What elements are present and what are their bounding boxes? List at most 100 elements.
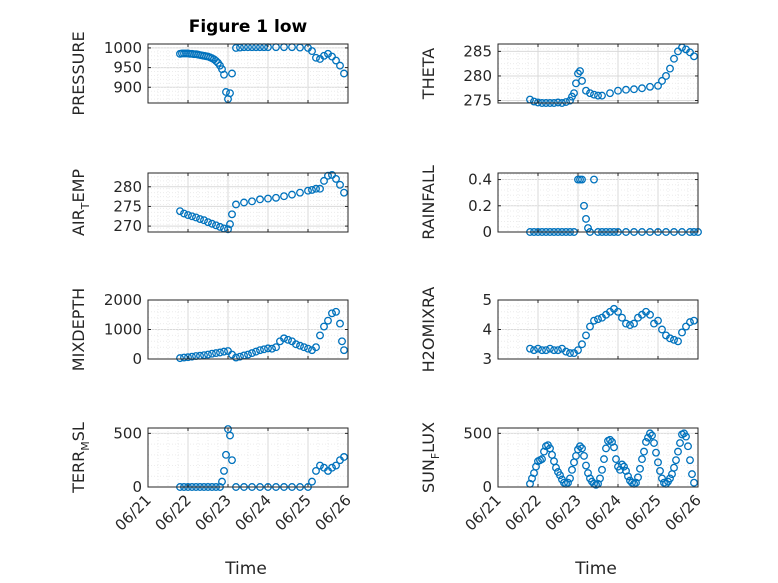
data-point — [590, 175, 598, 184]
data-point — [612, 455, 620, 464]
data-point — [674, 47, 682, 56]
x-tick-label: 06/22 — [152, 491, 195, 534]
data-point — [626, 321, 634, 330]
data-point — [240, 198, 248, 207]
data-point — [580, 201, 588, 210]
data-point — [324, 171, 332, 180]
data-point — [674, 337, 682, 346]
y-tick-label: 3 — [482, 350, 492, 368]
y-tick-label: 1000 — [104, 321, 142, 339]
data-point — [618, 460, 626, 469]
y-tick-label: 0 — [482, 478, 492, 496]
data-point — [220, 70, 228, 79]
data-series — [526, 429, 698, 489]
plot-area — [148, 44, 348, 103]
data-point — [288, 190, 296, 199]
data-point — [658, 474, 666, 483]
data-point — [184, 211, 192, 220]
data-point — [672, 456, 680, 465]
data-point — [590, 316, 598, 325]
data-series — [176, 307, 348, 363]
data-point — [188, 212, 196, 221]
data-point — [338, 337, 346, 346]
data-point — [614, 307, 622, 316]
data-point — [228, 456, 236, 465]
data-point — [582, 331, 590, 340]
data-point — [634, 473, 642, 482]
data-point — [212, 349, 220, 358]
data-point — [566, 349, 574, 358]
data-point — [328, 171, 336, 179]
y-tick-label: 900 — [113, 78, 142, 96]
y-axis-label: RAINFALL — [419, 165, 438, 240]
data-point — [674, 447, 682, 456]
data-point — [578, 76, 586, 85]
data-point — [630, 319, 638, 328]
data-point — [218, 477, 226, 486]
axes-box — [147, 172, 349, 233]
y-axis-label: TERRMSL — [69, 422, 92, 494]
axes-box — [147, 43, 349, 104]
data-point — [670, 54, 678, 63]
data-point — [232, 43, 240, 52]
y-tick-label: 950 — [113, 59, 142, 77]
plot-area — [498, 173, 698, 232]
data-point — [268, 344, 276, 353]
data-point — [654, 316, 662, 325]
data-point — [316, 331, 324, 340]
data-point — [590, 90, 598, 99]
data-point — [578, 444, 586, 453]
data-point — [598, 91, 606, 100]
x-tick-label: 06/23 — [192, 491, 235, 534]
data-point — [312, 53, 320, 62]
data-point — [578, 175, 586, 184]
data-point — [312, 466, 320, 475]
figure-title: Figure 1 low — [189, 17, 308, 37]
data-point — [690, 52, 698, 61]
data-point — [264, 194, 272, 203]
data-point — [300, 343, 308, 352]
x-tick-label: 06/25 — [622, 491, 665, 534]
plot-area — [148, 428, 348, 487]
data-point — [568, 465, 576, 474]
data-point — [624, 472, 632, 481]
data-point — [340, 69, 348, 78]
data-point — [176, 354, 184, 363]
data-point — [534, 344, 542, 353]
data-point — [646, 310, 654, 319]
data-point — [324, 316, 332, 325]
data-point — [594, 315, 602, 324]
data-point — [308, 185, 316, 194]
data-point — [332, 461, 340, 470]
y-tick-label: 285 — [463, 42, 492, 60]
data-point — [582, 86, 590, 95]
y-axis-label: SUNFLUX — [419, 422, 442, 493]
data-point — [610, 443, 618, 452]
data-point — [562, 347, 570, 356]
data-point — [658, 325, 666, 334]
y-tick-label: 500 — [463, 424, 492, 442]
subplot-7: 0 500 TERRMSL 06/2106/2206/2306/2406/2506/2… — [69, 422, 355, 579]
y-axis-label: AIRTEMP — [69, 169, 92, 236]
data-point — [666, 474, 674, 483]
data-point — [212, 221, 220, 230]
y-tick-label: 0.2 — [468, 197, 492, 215]
x-tick-label: 06/21 — [462, 491, 505, 534]
data-point — [228, 69, 236, 78]
data-point — [638, 84, 646, 93]
subplot-8: 0 500 SUNFLUX 06/2106/2206/2306/2406/2506/2… — [419, 422, 705, 579]
data-point — [188, 352, 196, 361]
data-point — [272, 193, 280, 202]
data-point — [232, 200, 240, 209]
data-point — [566, 474, 574, 483]
data-point — [606, 435, 614, 444]
data-point — [264, 344, 272, 353]
y-tick-label: 0 — [482, 223, 492, 241]
y-tick-label: 4 — [482, 321, 492, 339]
data-point — [260, 345, 268, 354]
data-point — [682, 432, 690, 441]
data-point — [296, 188, 304, 197]
data-point — [220, 347, 228, 356]
data-point — [602, 444, 610, 453]
